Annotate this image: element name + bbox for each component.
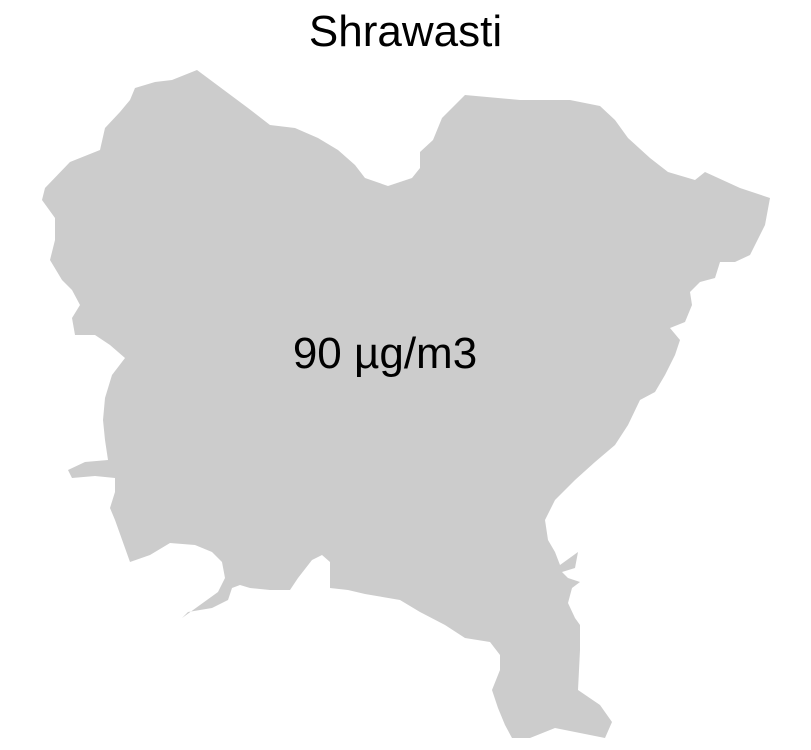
pollution-value-label: 90 µg/m3 <box>292 329 478 378</box>
map-title: Shrawasti <box>308 7 503 56</box>
district-shape <box>42 70 770 738</box>
